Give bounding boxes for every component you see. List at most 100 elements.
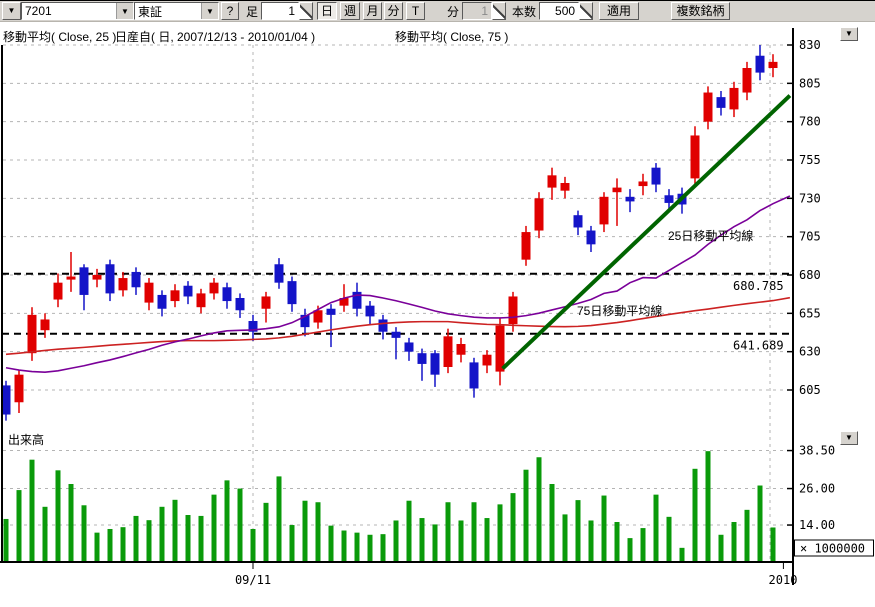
ma25-annotation: 25日移動平均線 <box>668 228 753 243</box>
candle-body <box>469 362 479 389</box>
volume-bar <box>29 459 35 562</box>
volume-bar <box>731 522 737 562</box>
candle-body <box>612 187 622 193</box>
volume-tick-label: 14.00 <box>799 518 835 532</box>
candle-body <box>222 287 232 302</box>
price-axis-labels: 830 805 780 755 730 705 680 655 630 605 <box>787 38 821 397</box>
period-month-button[interactable]: 月 <box>363 2 383 20</box>
chevron-down-icon: ▼ <box>7 6 16 15</box>
candles <box>1 45 778 421</box>
volume-bar <box>588 520 594 562</box>
candle-body <box>274 264 284 283</box>
volume-bar <box>692 468 698 562</box>
candle-body <box>716 97 726 108</box>
candle-body <box>768 61 778 68</box>
ma75-line <box>5 296 791 356</box>
market-combobox[interactable]: ▼ <box>134 2 219 20</box>
period-minute-button[interactable]: 分 <box>384 2 404 20</box>
volume-bar <box>562 514 568 562</box>
date-axis-labels: 09/11 2010 <box>235 562 797 587</box>
candle-body <box>339 297 349 306</box>
price-tick-label: 730 <box>799 191 821 205</box>
volume-bar <box>432 524 438 562</box>
volume-bar <box>159 506 165 562</box>
candle-body <box>92 274 102 280</box>
volume-tick-label: 38.50 <box>799 444 835 458</box>
price-tick-label: 755 <box>799 153 821 167</box>
volume-pane-dropdown-button[interactable]: ▼ <box>840 431 858 445</box>
volume-bar <box>146 520 152 562</box>
chart-area[interactable]: 移動平均( Close, 25 ) 日産自( 日, 2007/12/13 - 2… <box>0 22 875 607</box>
price-volume-chart[interactable]: 680.785 641.689 830 805 780 755 730 705 680 655 63… <box>0 22 875 607</box>
volume-bar <box>653 494 659 562</box>
help-button[interactable]: ? <box>221 2 239 20</box>
volume-pane-title: 出来高 <box>8 432 44 447</box>
volume-bar <box>263 502 269 562</box>
candle-body <box>625 196 635 202</box>
volume-bar <box>380 534 386 562</box>
candle-body <box>404 342 414 352</box>
volume-bar <box>250 528 256 562</box>
bar-count-input[interactable] <box>539 2 580 20</box>
candle-body <box>235 297 245 311</box>
candle-body <box>27 314 37 354</box>
candle-body <box>755 55 765 73</box>
period-day-button[interactable]: 日 <box>317 2 338 20</box>
multi-symbol-button[interactable]: 複数銘柄 <box>671 2 731 20</box>
volume-bar <box>497 504 503 562</box>
chevron-down-icon: ▼ <box>845 29 853 38</box>
level-value-label: 641.689 <box>733 339 784 353</box>
spinner-button[interactable] <box>299 2 314 20</box>
volume-bar <box>341 530 347 562</box>
candle-body <box>560 182 570 191</box>
volume-bar <box>393 520 399 562</box>
spinner-button[interactable] <box>579 2 594 20</box>
candle-body <box>690 135 700 179</box>
candle-body <box>313 310 323 323</box>
price-tick-label: 630 <box>799 345 821 359</box>
volume-bar <box>224 480 230 562</box>
legend-series: 日産自( 日, 2007/12/13 - 2010/01/04 ) <box>115 30 316 44</box>
volume-bar <box>445 502 451 562</box>
apply-button[interactable]: 適用 <box>599 2 640 20</box>
period-tick-button[interactable]: T <box>406 2 426 20</box>
candle-body <box>456 343 466 355</box>
symbol-combobox[interactable]: ▼ <box>21 2 134 20</box>
interval-input[interactable] <box>261 2 300 20</box>
volume-bar <box>328 525 334 562</box>
interval-spinner <box>261 2 314 20</box>
volume-bar <box>640 528 646 562</box>
volume-bar <box>666 516 672 562</box>
candle-body <box>391 331 401 338</box>
volume-bar <box>185 515 191 562</box>
trendline <box>501 94 792 370</box>
candle-body <box>742 67 752 93</box>
chevron-down-icon[interactable]: ▼ <box>116 3 133 19</box>
candle-body <box>261 296 271 309</box>
symbol-input[interactable] <box>22 3 116 19</box>
volume-bar <box>705 451 711 562</box>
price-pane-dropdown-button[interactable]: ▼ <box>840 27 858 41</box>
candle-body <box>482 354 492 366</box>
candle-body <box>79 267 89 295</box>
volume-bar <box>744 509 750 562</box>
market-input[interactable] <box>135 3 201 19</box>
volume-bar <box>55 470 61 562</box>
volume-bar <box>510 493 516 562</box>
candle-body <box>365 305 375 317</box>
candle-body <box>352 291 362 309</box>
date-tick-label: 09/11 <box>235 573 271 587</box>
candle-body <box>66 276 76 280</box>
volume-bar <box>536 457 542 562</box>
candle-body <box>131 271 141 288</box>
volume-bar <box>107 528 113 562</box>
minute-spinner <box>462 2 507 20</box>
candle-body <box>300 314 310 328</box>
period-week-button[interactable]: 週 <box>340 2 361 20</box>
volume-bar <box>679 547 685 562</box>
history-dropdown-button[interactable]: ▼ <box>2 2 21 20</box>
volume-bar <box>614 522 620 562</box>
volume-bar <box>367 534 373 562</box>
chevron-down-icon[interactable]: ▼ <box>201 3 218 19</box>
